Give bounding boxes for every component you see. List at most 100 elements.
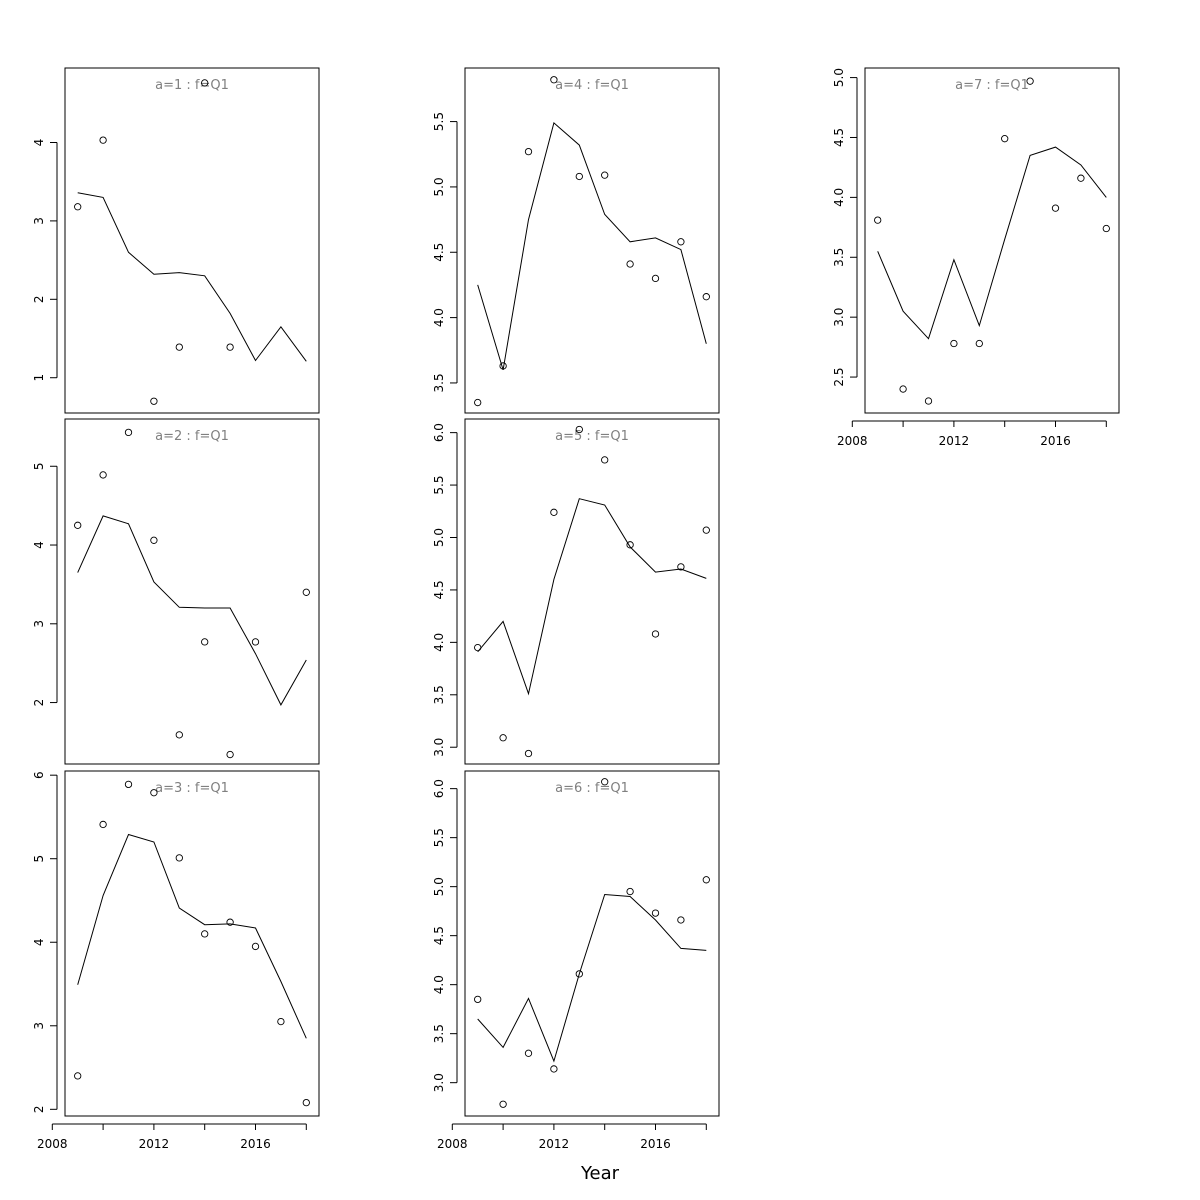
data-point xyxy=(702,293,710,301)
y-tick-label: 4.5 xyxy=(432,580,446,599)
data-point xyxy=(651,909,660,917)
panel-frame xyxy=(64,67,320,414)
data-point xyxy=(677,238,685,246)
panel-title: a=1 : f=Q1 xyxy=(155,78,229,93)
y-tick-label: 3 xyxy=(32,1022,46,1030)
panel-frame xyxy=(464,67,720,414)
data-point xyxy=(575,970,583,978)
panel-title: a=7 : f=Q1 xyxy=(955,78,1029,93)
data-point xyxy=(601,778,609,786)
data-point xyxy=(226,343,234,351)
panel-7: a=7 : f=Q1 2.5 3.0 3.5 4.0 4.5 5.0 2008 2012 2016 xyxy=(832,67,1120,448)
y-tick-label: 5.0 xyxy=(832,68,846,87)
data-point xyxy=(99,820,107,829)
x-tick-label: 2012 xyxy=(939,434,970,448)
fitted-line xyxy=(77,192,307,362)
fitted-line xyxy=(477,121,707,371)
panel-3: a=3 : f=Q1 2 3 4 5 6 2008 2012 2016 xyxy=(32,770,320,1151)
panel-6: a=6 : f=Q1 3.0 3.5 4.0 4.5 5.0 5.5 6.0 2008 2012 2… xyxy=(432,770,720,1151)
data-point xyxy=(899,385,907,393)
panel-frame xyxy=(864,67,1120,414)
y-tick-label: 3.5 xyxy=(832,248,846,267)
data-point xyxy=(201,638,209,646)
panel-5: a=5 : f=Q1 3.0 3.5 4.0 4.5 5.0 5.5 6.0 xyxy=(432,418,720,765)
data-point xyxy=(74,1072,82,1080)
data-point xyxy=(626,260,634,268)
panel-4: a=4 : f=Q1 3.5 4.0 4.5 5.0 5.5 xyxy=(432,67,720,414)
panel-2: a=2 : f=Q1 2 3 4 5 xyxy=(32,418,320,765)
x-tick-label: 2008 xyxy=(437,1137,468,1151)
y-tick-label: 5.5 xyxy=(432,476,446,495)
data-point xyxy=(524,1049,533,1057)
data-point xyxy=(1102,224,1110,233)
y-tick-label: 5.5 xyxy=(432,112,446,131)
y-tick-label: 5.0 xyxy=(432,528,446,547)
data-point xyxy=(702,526,710,534)
y-tick-label: 4.0 xyxy=(432,308,446,327)
panel-frame xyxy=(64,770,320,1117)
data-point xyxy=(1051,204,1060,212)
panel-title: a=4 : f=Q1 xyxy=(555,78,629,93)
y-tick-label: 4 xyxy=(32,139,46,147)
y-tick-label: 3.0 xyxy=(432,1073,446,1092)
y-tick-label: 4.5 xyxy=(432,926,446,945)
y-tick-label: 4.5 xyxy=(832,128,846,147)
data-point xyxy=(99,471,107,479)
data-point xyxy=(1001,135,1009,143)
data-point xyxy=(651,274,660,283)
data-point xyxy=(74,203,82,211)
data-point xyxy=(601,456,609,464)
data-point xyxy=(124,428,133,437)
data-point xyxy=(226,918,234,926)
data-point xyxy=(499,1100,507,1108)
panels-group: a=1 : f=Q1 1 2 3 4 a=2 : f=Q1 2 3 4 5 a=3 : f=Q1 2 3… xyxy=(32,67,1120,1151)
data-point xyxy=(975,339,983,348)
data-point xyxy=(302,588,310,596)
y-tick-label: 3 xyxy=(32,620,46,628)
panel-frame xyxy=(464,770,720,1117)
data-point xyxy=(474,398,482,407)
data-point xyxy=(74,521,82,529)
data-point xyxy=(201,930,209,938)
x-tick-label: 2008 xyxy=(37,1137,68,1151)
fitted-line xyxy=(77,515,307,706)
y-tick-label: 4.0 xyxy=(432,633,446,652)
x-tick-label: 2012 xyxy=(139,1137,170,1151)
y-tick-label: 3.0 xyxy=(832,308,846,327)
panel-1: a=1 : f=Q1 1 2 3 4 xyxy=(32,67,320,414)
x-axis-label: Year xyxy=(580,1163,620,1184)
y-tick-label: 3.5 xyxy=(432,373,446,392)
panel-frame xyxy=(464,418,720,765)
data-point xyxy=(524,749,533,758)
panel-title: a=5 : f=Q1 xyxy=(555,429,629,444)
fitted-line xyxy=(477,498,707,696)
data-point xyxy=(226,750,234,759)
fitted-line xyxy=(477,893,707,1063)
data-point xyxy=(150,536,158,544)
data-point xyxy=(550,1065,558,1073)
y-tick-label: 2 xyxy=(32,295,46,303)
data-point xyxy=(950,339,958,348)
x-tick-label: 2016 xyxy=(240,1137,271,1151)
data-point xyxy=(677,563,685,571)
data-point xyxy=(924,397,933,405)
x-tick-label: 2008 xyxy=(837,434,868,448)
data-point xyxy=(550,76,558,84)
y-tick-label: 5.0 xyxy=(432,177,446,196)
y-tick-label: 4 xyxy=(32,938,46,946)
y-tick-label: 3.5 xyxy=(432,1024,446,1043)
data-point xyxy=(677,916,685,924)
y-tick-label: 4.5 xyxy=(432,243,446,262)
data-point xyxy=(524,147,533,156)
data-point xyxy=(277,1017,285,1026)
x-tick-label: 2016 xyxy=(640,1137,671,1151)
panel-title: a=3 : f=Q1 xyxy=(155,781,229,796)
data-point xyxy=(601,171,609,179)
data-point xyxy=(302,1098,310,1107)
data-point xyxy=(1077,174,1085,182)
data-point xyxy=(474,995,482,1004)
y-tick-label: 1 xyxy=(32,374,46,382)
y-tick-label: 4 xyxy=(32,541,46,549)
y-tick-label: 5 xyxy=(32,855,46,863)
